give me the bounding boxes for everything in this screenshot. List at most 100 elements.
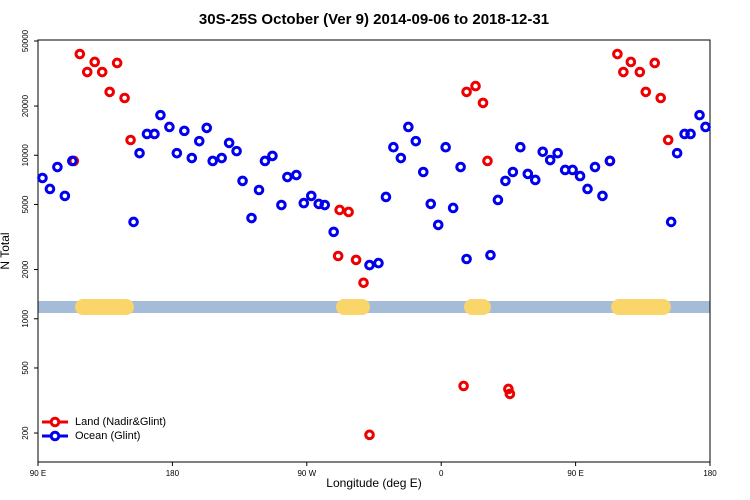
point	[149, 128, 160, 140]
point	[589, 161, 601, 173]
point	[477, 97, 489, 109]
point	[207, 155, 219, 167]
point	[388, 141, 399, 153]
point	[529, 174, 541, 186]
land-strip	[464, 299, 491, 315]
point	[492, 194, 504, 206]
x-tick-label: 90 E	[567, 469, 583, 478]
x-axis-label: Longitude (deg E)	[326, 476, 421, 490]
point	[665, 216, 677, 228]
point	[574, 170, 586, 182]
point	[319, 199, 331, 211]
point	[364, 259, 375, 271]
point	[567, 164, 578, 176]
point	[380, 191, 392, 203]
point	[343, 206, 354, 218]
point	[350, 254, 362, 266]
point	[461, 253, 472, 265]
point	[470, 80, 481, 92]
point	[104, 86, 115, 98]
point	[276, 199, 287, 211]
point	[655, 92, 667, 104]
plot-frame	[37, 39, 711, 463]
point	[223, 137, 235, 149]
point	[332, 250, 344, 262]
point	[500, 175, 511, 187]
x-tick-label: 180	[166, 469, 180, 478]
point	[128, 216, 139, 228]
point	[179, 125, 190, 137]
point	[634, 66, 646, 78]
point	[328, 226, 339, 238]
point	[618, 66, 629, 78]
y-tick-label: 10000	[21, 144, 30, 167]
point	[612, 48, 623, 60]
point	[395, 152, 407, 164]
point	[432, 219, 444, 231]
point	[134, 147, 145, 159]
legend-label: Land (Nadir&Glint)	[75, 416, 166, 428]
point	[625, 56, 637, 68]
point	[537, 146, 549, 158]
point	[440, 141, 451, 153]
point	[685, 128, 696, 140]
point	[582, 183, 593, 195]
y-tick-label: 200	[21, 426, 30, 440]
point	[425, 198, 437, 210]
point	[155, 109, 166, 121]
point	[679, 128, 690, 140]
legend-marker	[49, 430, 61, 442]
point	[59, 190, 71, 202]
point	[237, 175, 248, 187]
point	[186, 152, 198, 164]
point	[544, 154, 556, 166]
point	[461, 86, 472, 98]
point	[259, 155, 271, 167]
point	[81, 66, 93, 78]
point	[410, 135, 422, 147]
point	[649, 57, 661, 69]
point	[604, 155, 616, 167]
y-tick-label: 50000	[21, 29, 30, 52]
point	[485, 249, 496, 261]
point	[67, 155, 78, 167]
point	[89, 56, 101, 68]
point	[216, 152, 227, 164]
point	[455, 161, 466, 173]
point	[164, 121, 175, 133]
land-strip	[336, 299, 370, 315]
y-tick-label: 500	[21, 361, 30, 375]
point	[694, 109, 705, 121]
point	[482, 155, 493, 167]
land-strip	[611, 299, 671, 315]
point	[171, 147, 183, 159]
legend-label: Ocean (Glint)	[75, 430, 140, 442]
point	[282, 171, 293, 183]
point	[507, 166, 519, 178]
point	[522, 168, 534, 180]
point	[597, 190, 608, 202]
point	[373, 257, 384, 269]
point	[305, 190, 317, 202]
point	[96, 66, 108, 78]
point	[193, 135, 205, 147]
point	[671, 147, 683, 159]
point	[458, 380, 469, 392]
point	[119, 92, 130, 104]
point	[253, 184, 265, 196]
point	[267, 150, 278, 162]
point	[640, 86, 652, 98]
y-tick-label: 20000	[21, 94, 30, 117]
map-strip	[38, 299, 710, 315]
point	[358, 277, 369, 289]
point	[504, 388, 516, 400]
x-tick-label: 0	[439, 469, 444, 478]
ocean-strip	[38, 301, 710, 313]
point	[700, 121, 711, 133]
point	[37, 172, 48, 184]
point	[662, 134, 674, 146]
point	[552, 147, 563, 159]
y-tick-label: 2000	[21, 260, 30, 278]
